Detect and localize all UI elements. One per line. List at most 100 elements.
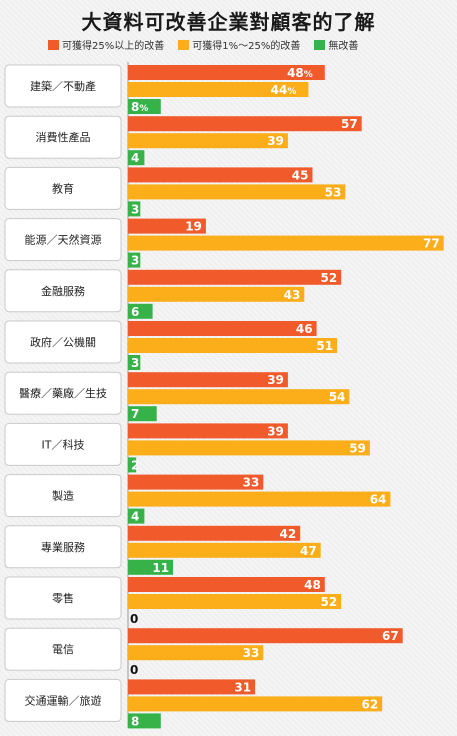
data-label: 47 xyxy=(300,544,317,558)
data-label-value: 39 xyxy=(267,134,284,148)
data-label: 53 xyxy=(325,185,342,199)
data-label-value: 31 xyxy=(234,680,251,694)
data-label: 52 xyxy=(320,595,337,609)
data-label-value: 8 xyxy=(131,100,139,114)
bar-none xyxy=(128,150,145,166)
category-label-box xyxy=(4,576,122,620)
data-label-suffix: % xyxy=(287,87,296,97)
data-label: 3 xyxy=(131,356,139,370)
data-label-value: 53 xyxy=(325,185,342,199)
data-label-value: 3 xyxy=(131,202,139,216)
data-label-value: 59 xyxy=(349,441,366,455)
data-label: 51 xyxy=(316,339,333,353)
data-label: 39 xyxy=(267,373,284,387)
category-label-box xyxy=(4,474,122,518)
data-label: 54 xyxy=(329,390,346,404)
data-label-value: 33 xyxy=(243,476,260,490)
bar-high xyxy=(128,65,325,80)
data-label-value: 57 xyxy=(341,117,358,131)
legend-swatch-none xyxy=(314,39,326,50)
legend-item-none: 無改善 xyxy=(314,37,358,52)
data-label-value: 46 xyxy=(296,322,313,336)
data-label-value: 64 xyxy=(370,493,387,507)
data-label: 67 xyxy=(382,629,399,643)
bar-none xyxy=(128,99,161,114)
bar-none xyxy=(128,201,141,217)
data-label: 48% xyxy=(287,66,313,80)
data-label-value: 4 xyxy=(131,510,139,524)
bar-none xyxy=(128,508,145,524)
bar-mid xyxy=(128,82,309,97)
bar-mid xyxy=(128,696,383,712)
data-label: 77 xyxy=(423,237,440,251)
category-label-box xyxy=(4,678,122,722)
data-label-value: 6 xyxy=(131,305,139,319)
bar-none xyxy=(128,713,161,729)
data-label: 46 xyxy=(296,322,313,336)
data-label: 7 xyxy=(131,407,139,421)
category-label-box xyxy=(4,627,122,671)
data-label: 31 xyxy=(234,680,251,694)
data-label-value: 11 xyxy=(152,561,169,575)
data-label: 39 xyxy=(267,134,284,148)
category-label-box xyxy=(4,218,122,262)
data-label: 8 xyxy=(131,714,139,728)
data-label: 62 xyxy=(361,697,378,711)
category-label-box xyxy=(4,422,122,466)
legend: 可獲得25%以上的改善 可獲得1%～25%的改善 無改善 xyxy=(48,37,358,52)
category-label: 製造 xyxy=(52,489,74,503)
category-label-box xyxy=(4,371,122,415)
data-label: 4 xyxy=(131,151,139,165)
bar-high xyxy=(128,116,362,132)
bar-mid xyxy=(128,133,288,149)
data-label: 33 xyxy=(243,476,260,490)
bar-high xyxy=(128,423,288,439)
data-label-value: 39 xyxy=(267,424,284,438)
data-label: 64 xyxy=(370,493,387,507)
data-label-value: 4 xyxy=(131,151,139,165)
data-label-value: 8 xyxy=(131,714,139,728)
bar-high xyxy=(128,321,317,336)
category-label-box xyxy=(4,64,122,108)
bar-high xyxy=(128,218,206,234)
data-label-value: 51 xyxy=(316,339,333,353)
data-label-value: 52 xyxy=(320,271,337,285)
bar-none xyxy=(128,252,141,268)
data-label-value: 52 xyxy=(320,595,337,609)
bar-high xyxy=(128,269,342,285)
data-label-value: 42 xyxy=(279,527,296,541)
data-label: 48 xyxy=(304,578,321,592)
bar-mid xyxy=(128,389,350,405)
data-label: 42 xyxy=(279,527,296,541)
category-label: 能源／天然資源 xyxy=(25,233,102,247)
category-label-box xyxy=(4,320,122,364)
data-label: 52 xyxy=(320,271,337,285)
data-label-suffix: % xyxy=(304,70,313,80)
data-label-value: 0 xyxy=(130,663,138,677)
bar-high xyxy=(128,474,264,490)
data-label-value: 39 xyxy=(267,373,284,387)
bar-mid xyxy=(128,594,342,609)
bar-high xyxy=(128,628,403,644)
legend-swatch-mid xyxy=(178,39,190,50)
bar-mid xyxy=(128,645,264,661)
category-label: 交通運輸／旅遊 xyxy=(25,693,102,707)
bar-high xyxy=(128,167,313,183)
legend-label-none: 無改善 xyxy=(328,41,359,52)
bar-high xyxy=(128,372,288,388)
data-label: 8% xyxy=(131,100,148,114)
category-label: IT／科技 xyxy=(42,437,85,451)
bar-mid xyxy=(128,286,305,302)
bar-high xyxy=(128,525,301,541)
category-label-box xyxy=(4,525,122,569)
data-label: 19 xyxy=(185,220,202,234)
legend-label-high: 可獲得25%以上的改善 xyxy=(62,41,165,52)
bar-mid xyxy=(128,184,346,200)
data-label-value: 7 xyxy=(131,407,139,421)
bar-none xyxy=(128,406,157,422)
data-label: 43 xyxy=(284,288,301,302)
bar-none xyxy=(128,303,153,319)
bar-mid xyxy=(128,235,444,251)
data-label: 45 xyxy=(292,168,309,182)
data-label: 11 xyxy=(152,561,169,575)
